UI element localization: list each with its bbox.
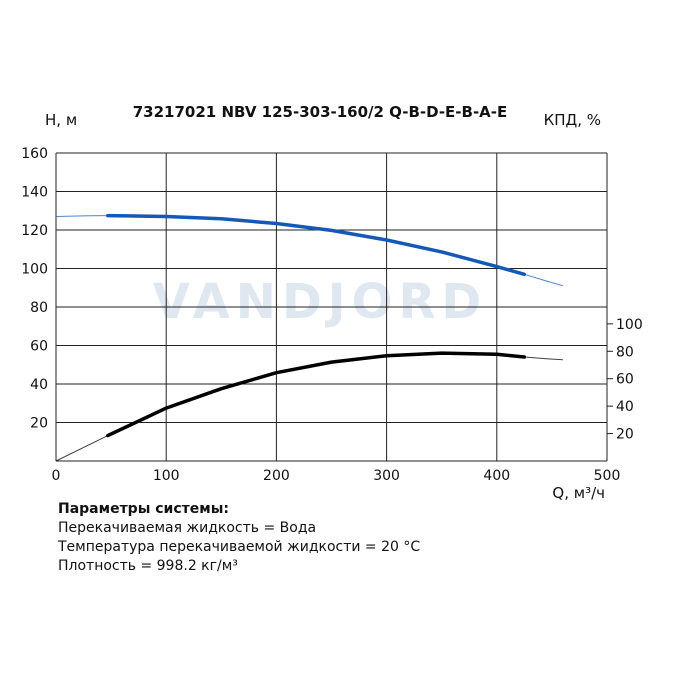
y-tick-label: 40: [30, 377, 48, 393]
y-tick-label: 100: [21, 262, 48, 278]
efficiency-curve-extended: [55, 435, 109, 462]
y2-tick-label: 100: [616, 317, 643, 333]
y-tick-label: 80: [30, 300, 48, 316]
params-line-density: Плотность = 998.2 кг/м³: [58, 558, 238, 574]
params-line-temperature: Температура перекачиваемой жидкости = 20…: [58, 539, 421, 555]
params-line-fluid: Перекачиваемая жидкость = Вода: [58, 520, 317, 536]
system-parameters: Параметры системы: Перекачиваемая жидкос…: [58, 500, 420, 576]
tick-labels: 0 100 200 300 400 500 20 40 60 80 100 120 140 160 20 40…: [21, 146, 642, 484]
x-tick-label: 0: [52, 468, 61, 484]
y-tick-label: 160: [21, 146, 48, 162]
head-curve: [106, 213, 527, 277]
efficiency-curve-tail: [524, 356, 563, 361]
y-tick-label: 60: [30, 339, 48, 355]
grid: [55, 152, 608, 462]
y2-tick-label: 80: [616, 344, 634, 360]
y2-tick-label: 20: [616, 427, 634, 443]
series-layer: [55, 213, 564, 462]
y2-axis-label: КПД, %: [544, 111, 601, 129]
head-curve-extended: [55, 215, 108, 217]
y-tick-label: 20: [30, 416, 48, 432]
y2-tick-label: 40: [616, 399, 634, 415]
y-tick-label: 120: [21, 223, 48, 239]
y-axis-label: H, м: [45, 111, 77, 129]
y2-tick-label: 60: [616, 372, 634, 388]
params-heading: Параметры системы:: [58, 501, 229, 517]
x-axis-label: Q, м³/ч: [552, 484, 605, 502]
head-curve-tail: [524, 273, 564, 287]
x-tick-label: 300: [373, 468, 400, 484]
x-tick-label: 200: [263, 468, 290, 484]
y-tick-label: 140: [21, 185, 48, 201]
x-tick-label: 500: [594, 468, 621, 484]
watermark: VANDJORD: [153, 274, 488, 330]
x-tick-label: 100: [153, 468, 180, 484]
efficiency-curve: [106, 351, 527, 438]
x-tick-label: 400: [483, 468, 510, 484]
chart-title: 73217021 NBV 125-303-160/2 Q-B-D-E-B-A-E: [133, 103, 508, 121]
